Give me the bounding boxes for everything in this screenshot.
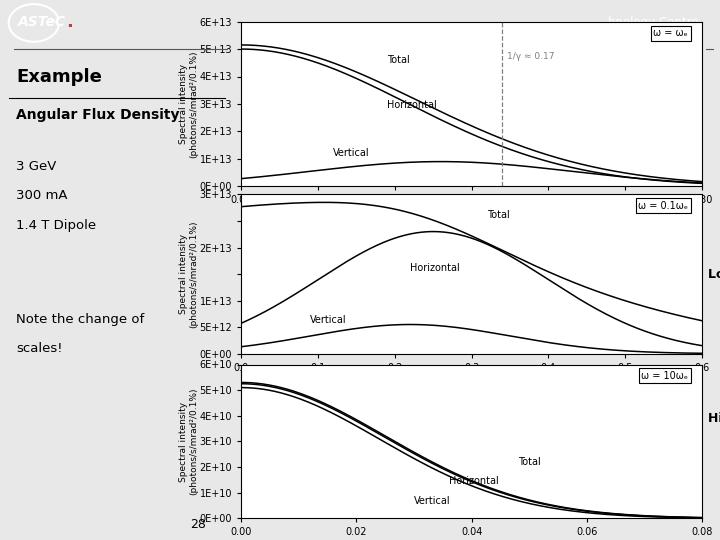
Y-axis label: Spectral intensity
(photons/s/mrad²/0.1%): Spectral intensity (photons/s/mrad²/0.1%… [179, 388, 198, 495]
Text: ω = 10ωₑ: ω = 10ωₑ [642, 370, 688, 381]
Text: 1/γ ≈ 0.17: 1/γ ≈ 0.17 [507, 52, 554, 62]
Text: 1.4 T Dipole: 1.4 T Dipole [17, 219, 96, 232]
Text: Horizontal: Horizontal [410, 264, 460, 273]
Text: Horizontal: Horizontal [387, 100, 437, 110]
Text: hnology Centre: hnology Centre [608, 16, 698, 29]
Y-axis label: Spectral intensity
(photons/s/mrad²/0.1%): Spectral intensity (photons/s/mrad²/0.1%… [179, 220, 198, 328]
Text: 3 GeV: 3 GeV [17, 159, 57, 173]
Text: 28: 28 [190, 518, 206, 531]
Text: .: . [66, 13, 73, 31]
Text: scales!: scales! [17, 342, 63, 355]
Text: ω = 0.1ωₑ: ω = 0.1ωₑ [638, 201, 688, 211]
Text: ASTeC: ASTeC [18, 15, 66, 29]
Y-axis label: Spectral intensity
(photons/s/mrad²/0.1%): Spectral intensity (photons/s/mrad²/0.1%… [179, 50, 198, 158]
Text: Vertical: Vertical [414, 496, 451, 507]
Text: High f: High f [708, 412, 720, 425]
X-axis label: ψ (mrad): ψ (mrad) [449, 211, 495, 221]
X-axis label: ψ (mrad): ψ (mrad) [449, 379, 495, 388]
Text: Angular Flux Density: Angular Flux Density [17, 107, 180, 122]
Text: Total: Total [518, 456, 541, 467]
Text: Horizontal: Horizontal [449, 476, 498, 486]
Text: 300 mA: 300 mA [17, 189, 68, 202]
Text: Vertical: Vertical [310, 315, 347, 325]
Text: Example: Example [17, 68, 102, 86]
Text: Note the change of: Note the change of [17, 313, 145, 326]
Text: Total: Total [387, 55, 410, 65]
Text: Vertical: Vertical [333, 148, 370, 158]
Text: Total: Total [487, 210, 510, 220]
Text: ω = ωₑ: ω = ωₑ [654, 28, 688, 38]
Text: Low f: Low f [708, 267, 720, 281]
